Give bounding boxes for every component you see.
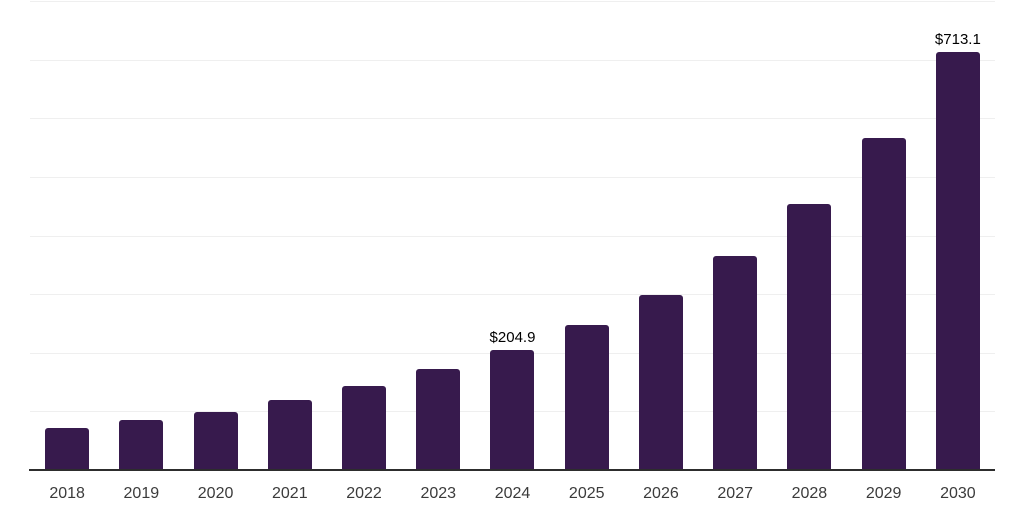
bar-value-label: $713.1 [934,31,981,48]
bar-group: $204.9 2024 [475,0,549,512]
bar-group: 2028 [772,0,846,512]
x-tick-label: 2030 [940,485,976,502]
x-tick-label: 2018 [49,485,85,502]
gridline [30,235,995,237]
bar [119,419,164,470]
x-tick-label: 2027 [717,485,753,502]
bar-value-label: $204.9 [489,328,536,346]
x-tick-label: 2026 [643,485,679,502]
bar [935,52,980,470]
bar-group: 2029 [847,0,921,512]
x-tick-label: 2021 [272,485,308,502]
bar-group: 2019 [104,0,178,512]
gridline [30,294,995,296]
bar [861,138,906,470]
x-tick-label: 2022 [346,485,382,502]
bar [490,349,535,470]
bar-group: 2020 [178,0,252,512]
bar-group: 2026 [624,0,698,512]
x-tick-label: 2028 [791,485,828,502]
bar [267,400,312,470]
bar [638,295,683,470]
x-axis-line [29,469,995,471]
x-tick-label: 2019 [123,485,160,502]
x-tick-label: 2023 [420,485,457,502]
x-tick-label: 2025 [568,485,605,502]
x-tick-label: 2029 [865,485,902,502]
bar-group: 2025 [550,0,624,512]
bar [713,256,758,470]
bar-group: 2018 [30,0,104,512]
bar [342,385,387,470]
gridline [30,1,995,3]
x-tick-label: 2024 [494,485,531,502]
bar-group: $713.1 2030 [921,0,995,512]
bar-group: 2021 [253,0,327,512]
gridline [30,59,995,61]
x-tick-label: 2020 [197,485,234,502]
gridline [30,176,995,178]
bar-group: 2027 [698,0,772,512]
bar [787,203,832,470]
bar [45,427,90,470]
bar [193,411,238,470]
bar-group: 2023 [401,0,475,512]
bar [564,325,609,470]
bar-group: 2022 [327,0,401,512]
gridline [30,118,995,120]
bar [416,369,461,470]
